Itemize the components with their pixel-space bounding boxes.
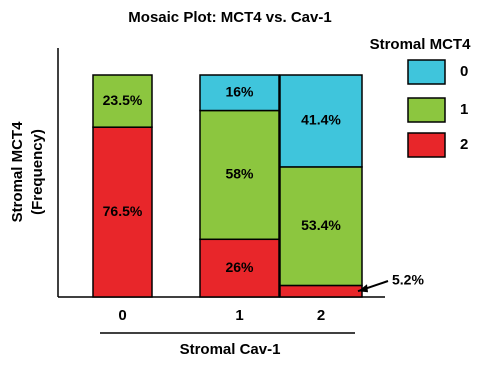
- chart-title: Mosaic Plot: MCT4 vs. Cav-1: [128, 9, 331, 26]
- x-tick-label: 0: [118, 307, 126, 324]
- data-label: 5.2%: [392, 272, 424, 288]
- data-label: 53.4%: [301, 217, 341, 233]
- bar-segment: [199, 238, 280, 298]
- data-label: 76.5%: [103, 203, 143, 219]
- x-tick-label: 2: [317, 307, 325, 324]
- data-label: 16%: [225, 83, 254, 99]
- bar-segment: [279, 284, 363, 298]
- legend-label: 1: [460, 101, 468, 118]
- data-label: 23.5%: [103, 92, 143, 108]
- data-label: 41.4%: [301, 112, 341, 128]
- bar-segment: [279, 74, 363, 168]
- legend-title: Stromal MCT4: [370, 36, 472, 53]
- y-axis-title: (Frequency): [29, 129, 46, 215]
- arrow-head: [358, 284, 368, 293]
- data-label: 26%: [225, 259, 254, 275]
- legend-swatch: [407, 132, 446, 158]
- legend-label: 2: [460, 136, 468, 153]
- y-axis-title: Stromal MCT4: [9, 121, 26, 223]
- bar-segment: [92, 126, 153, 298]
- bar-segment: [279, 166, 363, 287]
- x-axis-title: Stromal Cav-1: [180, 341, 281, 358]
- legend-swatch: [407, 97, 446, 123]
- data-label: 58%: [225, 166, 254, 182]
- bar-segment: [199, 109, 280, 241]
- legend-label: 0: [460, 63, 468, 80]
- x-tick-label: 1: [235, 307, 243, 324]
- bar-segment: [199, 74, 280, 112]
- legend-swatch: [407, 59, 446, 85]
- bar-segment: [92, 74, 153, 128]
